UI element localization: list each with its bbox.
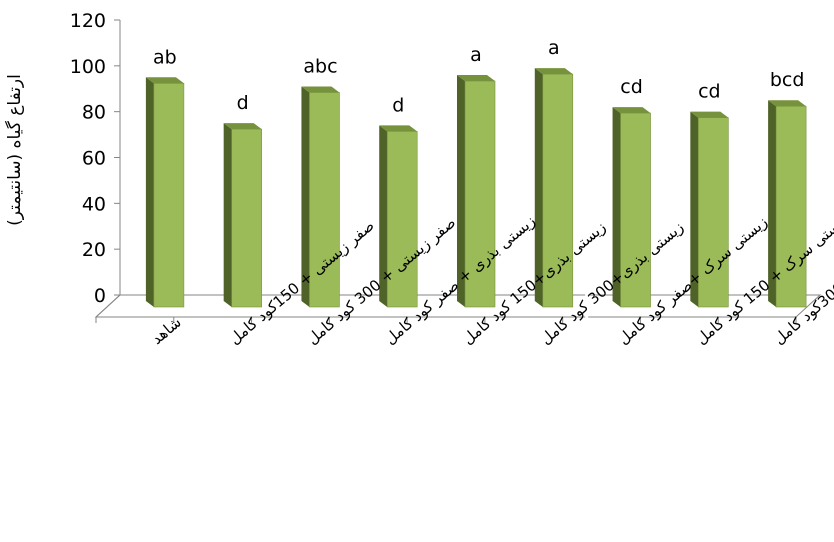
data-label: ab — [153, 46, 177, 68]
bar-side — [690, 111, 699, 308]
bar-top — [534, 68, 573, 75]
bar-front — [775, 105, 807, 308]
bar-top — [457, 75, 495, 81]
data-label: abc — [303, 55, 337, 77]
y-tick-label: 0 — [94, 285, 106, 307]
y-tick-label: 60 — [82, 148, 106, 170]
data-label: d — [237, 92, 249, 114]
bar — [690, 111, 729, 308]
bar — [457, 75, 496, 308]
bar — [768, 100, 807, 308]
bar-side — [457, 75, 465, 307]
y-tick-label: 120 — [70, 10, 106, 32]
bar-top — [379, 125, 418, 132]
bar-top — [690, 111, 729, 118]
bar-front — [386, 131, 418, 308]
bar-front — [153, 82, 185, 308]
bar-side — [145, 77, 154, 308]
y-axis-label: ارتفاع گیاه (سانتیمتر) — [4, 74, 25, 226]
bar — [145, 77, 185, 308]
bar-top — [301, 86, 340, 93]
bar-top — [223, 123, 262, 130]
bars — [145, 68, 807, 308]
data-label: d — [392, 94, 404, 116]
bar-side — [612, 107, 621, 307]
y-tick-label: 20 — [82, 239, 106, 261]
bar-side — [223, 123, 232, 307]
bar-top — [145, 77, 184, 84]
bar — [612, 107, 651, 308]
y-tick-label: 100 — [70, 56, 106, 78]
bar-side — [768, 100, 777, 307]
data-label: bcd — [770, 69, 805, 91]
bar — [301, 86, 340, 308]
bar-top — [612, 107, 651, 114]
axes: 0 20 40 60 80 100 120 — [70, 10, 822, 323]
data-label: cd — [620, 76, 643, 98]
bar-side — [379, 125, 388, 308]
bar — [379, 125, 418, 308]
floor-depth-edge — [95, 294, 121, 318]
bar-top — [768, 100, 807, 107]
bar — [223, 123, 262, 308]
data-label: cd — [698, 81, 721, 103]
bar-front — [542, 73, 574, 308]
bar-side — [301, 86, 310, 307]
y-tick-label: 80 — [82, 102, 106, 124]
bar-front — [464, 80, 496, 308]
bar-front — [231, 128, 262, 308]
y-tick-label: 40 — [82, 193, 106, 215]
bar-front — [309, 92, 340, 308]
bar — [534, 68, 574, 308]
category-label: شاهد — [148, 313, 185, 348]
data-label: a — [548, 37, 560, 59]
data-label: a — [470, 44, 482, 66]
bar-front — [620, 112, 651, 308]
bar-front — [698, 117, 729, 308]
bar-side — [534, 68, 543, 307]
